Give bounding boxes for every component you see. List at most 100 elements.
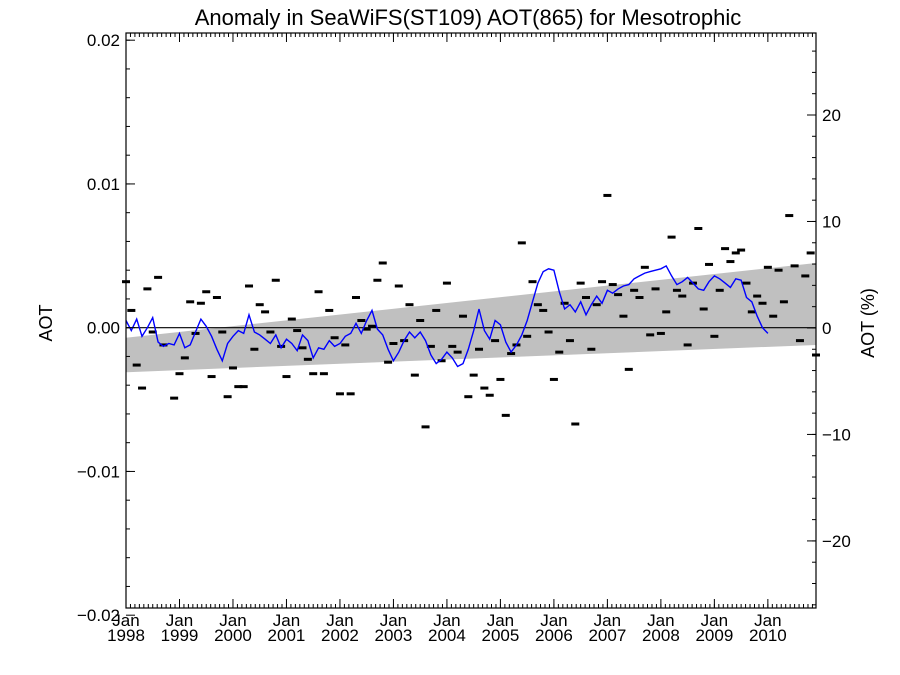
data-point (737, 248, 746, 252)
data-point (779, 300, 788, 304)
data-point (287, 317, 296, 321)
data-point (565, 339, 574, 343)
data-point (362, 327, 371, 331)
x-tick-label-month: Jan (540, 611, 567, 630)
data-point (378, 261, 387, 265)
data-point (448, 344, 457, 348)
data-point (453, 350, 462, 354)
smoothed-series-line (125, 264, 769, 368)
data-point (394, 284, 403, 288)
x-tick-label-year: 1999 (161, 626, 199, 645)
data-point (223, 395, 232, 399)
y-axis-label-left: AOT (36, 304, 56, 341)
trend-band (126, 263, 816, 373)
data-point (132, 363, 141, 367)
data-point (491, 339, 500, 343)
data-point (699, 307, 708, 311)
data-point (582, 296, 590, 299)
data-point (742, 281, 751, 285)
x-tick-label-month: Jan (112, 611, 139, 630)
data-point (539, 308, 548, 312)
data-point (255, 303, 264, 307)
data-point (437, 359, 446, 363)
data-point (614, 293, 623, 297)
x-tick-label-year: 2006 (535, 626, 573, 645)
y-tick-label-right: 10 (822, 212, 841, 231)
data-point (630, 288, 639, 292)
x-tick-label-month: Jan (433, 611, 460, 630)
data-point (309, 372, 318, 376)
y-tick-label-left: −0.02 (77, 606, 120, 625)
data-point (261, 310, 270, 314)
data-point (667, 235, 676, 239)
data-point (635, 296, 644, 299)
x-tick-label-month: Jan (647, 611, 674, 630)
x-tick-label-month: Jan (754, 611, 781, 630)
data-point (180, 356, 189, 360)
data-point (271, 278, 280, 282)
x-tick-label-month: Jan (166, 611, 193, 630)
data-point (656, 331, 665, 335)
data-point (143, 287, 152, 291)
data-point (507, 352, 516, 356)
data-point (368, 324, 377, 328)
data-point (555, 350, 564, 354)
x-tick-label-year: 2003 (375, 626, 413, 645)
data-point (496, 377, 505, 381)
data-point (624, 367, 633, 371)
data-point (282, 375, 291, 379)
data-point (758, 301, 767, 305)
data-point (293, 329, 302, 333)
data-point (138, 386, 147, 390)
x-tick-label-year: 2009 (695, 626, 733, 645)
plot-frame (125, 32, 817, 609)
data-point (341, 343, 350, 347)
data-point (603, 193, 612, 197)
data-point (806, 251, 815, 255)
data-point (560, 301, 569, 305)
data-point (801, 274, 810, 278)
data-point (721, 247, 730, 251)
data-point (705, 262, 714, 266)
x-tick-label-year: 2002 (321, 626, 359, 645)
data-point (325, 308, 334, 312)
x-tick-label-month: Jan (219, 611, 246, 630)
smoothed-series-layer (125, 264, 769, 368)
data-point (587, 347, 596, 351)
data-point (202, 290, 211, 294)
data-point (346, 392, 355, 396)
y-tick-label-right: −20 (822, 532, 851, 551)
data-point (426, 344, 435, 348)
data-point (432, 308, 441, 312)
data-point (335, 392, 344, 396)
data-point (694, 227, 703, 230)
x-tick-label-month: Jan (380, 611, 407, 630)
data-point (651, 287, 660, 291)
x-tick-label-year: 2004 (428, 626, 466, 645)
data-point (389, 342, 398, 345)
data-point (196, 301, 205, 305)
data-point (303, 357, 312, 361)
data-point (763, 265, 772, 269)
data-point (148, 330, 157, 334)
x-tick-label-month: Jan (326, 611, 353, 630)
x-tick-label-year: 2001 (268, 626, 306, 645)
data-point (533, 303, 542, 307)
data-point (475, 347, 484, 351)
data-point (442, 281, 451, 285)
data-point (549, 377, 558, 381)
x-tick-label-year: 2008 (642, 626, 680, 645)
data-point (159, 343, 168, 347)
y-tick-label-left: 0.02 (87, 31, 120, 50)
y-axis-label-right: AOT (%) (858, 288, 878, 358)
data-point (747, 310, 756, 314)
data-point (774, 268, 783, 272)
data-point (239, 385, 248, 389)
data-point (421, 425, 430, 429)
data-point (298, 346, 307, 350)
x-tick-label-month: Jan (701, 611, 728, 630)
x-tick-label-year: 2000 (214, 626, 252, 645)
data-point (544, 330, 553, 334)
data-point (485, 393, 494, 397)
data-point (410, 373, 419, 377)
